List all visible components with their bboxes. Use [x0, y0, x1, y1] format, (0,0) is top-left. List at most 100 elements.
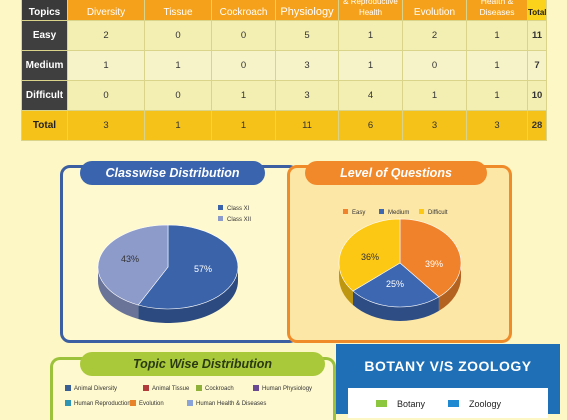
pie-slice-side	[352, 291, 439, 321]
table-cell: 5	[275, 20, 339, 51]
legend-swatch	[65, 385, 71, 391]
legend-item-botany: Botany	[376, 399, 425, 409]
pie-value-label: 57%	[194, 264, 212, 274]
legend-swatch	[187, 400, 193, 406]
row-label: Difficult	[21, 80, 68, 111]
table-cell: 3	[67, 110, 145, 141]
pie-slice-side	[98, 267, 139, 320]
table-cell: 0	[211, 20, 276, 51]
table-cell: 11	[275, 110, 339, 141]
legend-label: Easy	[352, 210, 365, 216]
legend-label: Human Reproduction	[74, 401, 131, 407]
legend-swatch	[218, 205, 223, 210]
table-cell: 4	[338, 80, 403, 111]
topic-legend-item: Human Physiology	[253, 385, 312, 392]
table-cell: 1	[466, 20, 528, 51]
level-title: Level of Questions	[305, 161, 487, 185]
topic-legend-item: Human Health & Diseases	[187, 400, 266, 407]
pie-slice-easy	[399, 218, 462, 298]
table-cell: 1	[211, 80, 276, 111]
pie-slice-difficult	[338, 218, 401, 292]
table-row: Difficult 0 0 1 3 4 1 1 10	[21, 80, 547, 111]
topic-legend-item: Evolution	[130, 400, 164, 407]
table-column-header: Diversity	[67, 0, 145, 21]
table-cell: 3	[275, 50, 339, 81]
table-column-header: Cockroach	[211, 0, 276, 21]
table-cell: 0	[402, 50, 467, 81]
table-cell: 1	[338, 50, 403, 81]
table-cell: 6	[338, 110, 403, 141]
legend-label: Human Physiology	[262, 386, 313, 392]
legend-label: Human Health & Diseases	[196, 401, 267, 407]
table-cell: 1	[402, 80, 467, 111]
pie-slice-medium	[352, 262, 440, 308]
table-cell: 1	[338, 20, 403, 51]
legend-swatch	[253, 385, 259, 391]
table-cell-total: 10	[527, 80, 547, 111]
legend-swatch	[419, 209, 424, 214]
legend-label: Class XI	[227, 206, 250, 212]
pie-value-label: 25%	[386, 279, 404, 289]
table-row-total: Total 3 1 1 11 6 3 3 28	[21, 110, 547, 141]
table-cell: 2	[402, 20, 467, 51]
table-cell: 1	[466, 80, 528, 111]
topic-legend-item: Animal Tissue	[143, 385, 189, 392]
legend-label: Zoology	[469, 399, 502, 409]
table-column-header: Health & Diseases	[466, 0, 528, 21]
legend-swatch	[343, 209, 348, 214]
legend-label: Botany	[397, 399, 426, 409]
pie-value-label: 43%	[121, 254, 139, 264]
topic-legend-item: Cockroach	[196, 385, 234, 392]
table-cell: 1	[67, 50, 145, 81]
row-label: Total	[21, 110, 68, 141]
botany-zoology-title: BOTANY V/S ZOOLOGY	[364, 358, 532, 374]
legend-swatch	[218, 216, 223, 221]
table-row: Medium 1 1 0 3 1 0 1 7	[21, 50, 547, 81]
table-column-header-total: Total	[527, 0, 547, 21]
table-cell: 0	[211, 50, 276, 81]
table-cell: 1	[144, 50, 212, 81]
table-cell-total: 11	[527, 20, 547, 51]
botany-zoology-legend: Botany Zoology	[348, 388, 548, 418]
row-label: Easy	[21, 20, 68, 51]
legend-label: Difficult	[428, 210, 448, 216]
legend-swatch	[196, 385, 202, 391]
table-row: Easy 2 0 0 5 1 2 1 11	[21, 20, 547, 51]
table-column-header: Physiology	[275, 0, 339, 21]
table-cell-total: 28	[527, 110, 547, 141]
classwise-title: Classwise Distribution	[80, 161, 265, 185]
legend-label: Evolution	[139, 401, 164, 407]
topic-legend-item: Animal Diversity	[65, 385, 117, 392]
legend-item-zoology: Zoology	[448, 399, 501, 409]
table-corner-header: Topics	[21, 0, 68, 21]
botany-zoology-panel: BOTANY V/S ZOOLOGY Botany Zoology	[336, 344, 560, 418]
table-column-header: Tissue	[144, 0, 212, 21]
table-cell: 3	[275, 80, 339, 111]
row-label: Medium	[21, 50, 68, 81]
table-cell: 1	[144, 110, 212, 141]
table-column-header: & Reproductive Health	[338, 0, 403, 21]
pie-slice-class-xi	[137, 224, 239, 310]
table-cell: 3	[466, 110, 528, 141]
botany-swatch	[376, 400, 387, 407]
topic-title: Topic Wise Distribution	[80, 352, 325, 376]
legend-label: Cockroach	[205, 386, 234, 392]
table-cell: 1	[211, 110, 276, 141]
legend-label: Class XII	[227, 217, 251, 223]
pie-value-label: 36%	[361, 252, 379, 262]
legend-label: Animal Diversity	[74, 386, 118, 392]
legend-swatch	[130, 400, 136, 406]
table-header-row: Topics Diversity Tissue Cockroach Physio…	[21, 0, 547, 21]
legend-swatch	[65, 400, 71, 406]
pie-value-label: 39%	[425, 259, 443, 269]
pie-slice-class-xii	[97, 224, 169, 306]
table-cell-total: 7	[527, 50, 547, 81]
table-cell: 0	[67, 80, 145, 111]
legend-swatch	[379, 209, 384, 214]
table-cell: 0	[144, 80, 212, 111]
legend-label: Animal Tissue	[152, 386, 190, 392]
classwise-pie-chart: 57% 43% Class XI Class XII	[97, 205, 251, 323]
level-pie-chart: 39% 25% 36% Easy Medium Difficult	[338, 209, 462, 321]
topic-legend-item: Human Reproduction	[65, 400, 131, 407]
topics-table: Topics Diversity Tissue Cockroach Physio…	[21, 0, 547, 141]
